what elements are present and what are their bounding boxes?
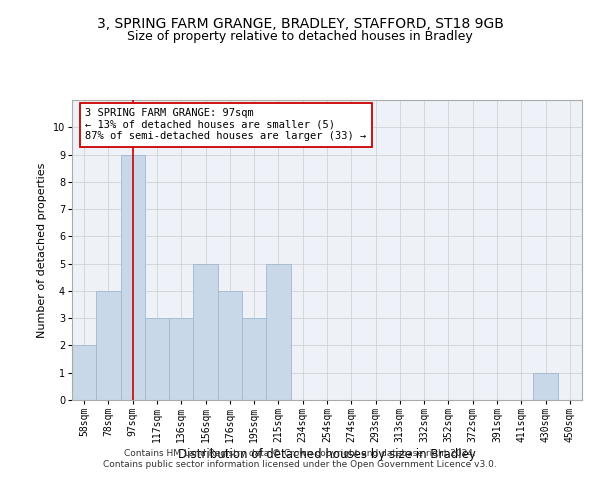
- Bar: [169, 318, 193, 400]
- Bar: [533, 372, 558, 400]
- Bar: [72, 346, 96, 400]
- Text: 3 SPRING FARM GRANGE: 97sqm
← 13% of detached houses are smaller (5)
87% of semi: 3 SPRING FARM GRANGE: 97sqm ← 13% of det…: [85, 108, 367, 142]
- Bar: [96, 291, 121, 400]
- Text: Size of property relative to detached houses in Bradley: Size of property relative to detached ho…: [127, 30, 473, 43]
- Text: Contains public sector information licensed under the Open Government Licence v3: Contains public sector information licen…: [103, 460, 497, 469]
- Bar: [266, 264, 290, 400]
- Bar: [145, 318, 169, 400]
- Text: 3, SPRING FARM GRANGE, BRADLEY, STAFFORD, ST18 9GB: 3, SPRING FARM GRANGE, BRADLEY, STAFFORD…: [97, 18, 503, 32]
- Bar: [193, 264, 218, 400]
- Bar: [218, 291, 242, 400]
- Bar: [242, 318, 266, 400]
- X-axis label: Distribution of detached houses by size in Bradley: Distribution of detached houses by size …: [178, 448, 476, 461]
- Text: Contains HM Land Registry data © Crown copyright and database right 2024.: Contains HM Land Registry data © Crown c…: [124, 448, 476, 458]
- Y-axis label: Number of detached properties: Number of detached properties: [37, 162, 47, 338]
- Bar: [121, 154, 145, 400]
